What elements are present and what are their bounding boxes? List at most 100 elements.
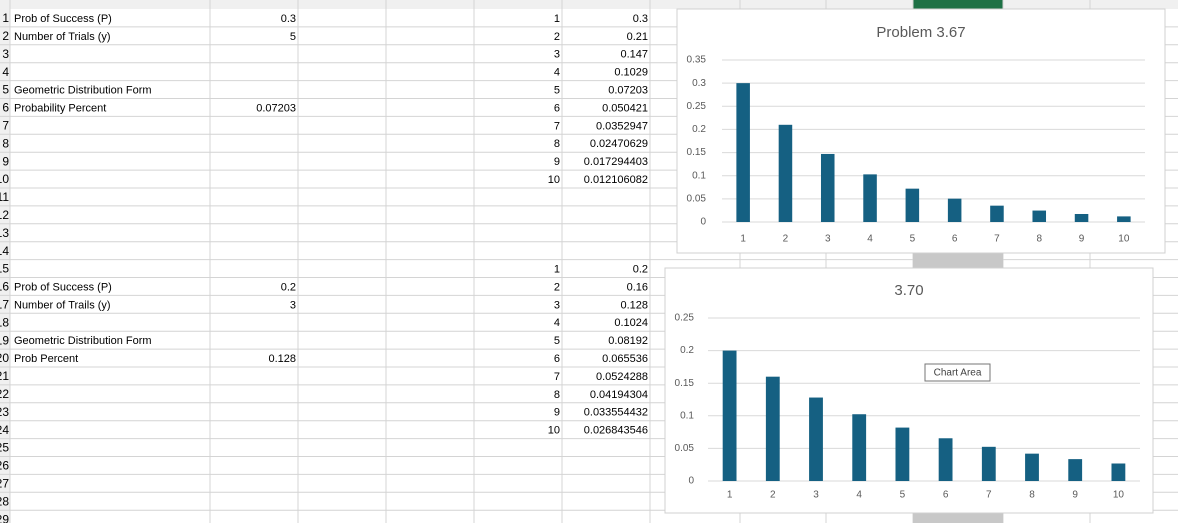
cell: Prob of Success (P) (14, 13, 112, 25)
x-tick-label: 6 (952, 234, 958, 245)
y-tick-label: 0.05 (687, 193, 707, 204)
row-number: 4 (2, 65, 9, 79)
x-tick-label: 9 (1072, 490, 1078, 501)
cells: Prob of Success (P) 0.3 1 0.3 Number of Tria… (14, 13, 648, 437)
y-tick-label: 0.1 (680, 410, 694, 421)
bar (820, 153, 835, 222)
x-tick-label: 7 (986, 490, 992, 501)
row-number: 10 (0, 172, 9, 186)
row-number: 5 (2, 83, 9, 97)
cell: 0.07203 (256, 102, 296, 114)
cell: 9 (554, 407, 560, 419)
bar (895, 427, 910, 481)
selection-handle (913, 513, 1003, 523)
cell: 10 (548, 174, 560, 186)
cell: 0.2 (281, 281, 296, 293)
cell: 0.050421 (602, 102, 648, 114)
row-number: 9 (2, 154, 9, 168)
row-number: 24 (0, 423, 9, 437)
cell: 6 (554, 102, 560, 114)
row-numbers: 1234567891011121314151617181920212223242… (0, 11, 9, 523)
row-number: 2 (2, 29, 9, 43)
chart-title: 3.70 (894, 282, 923, 299)
row-number: 19 (0, 333, 9, 347)
cell: Prob Percent (14, 353, 78, 365)
cell: 7 (554, 371, 560, 383)
bar (1025, 453, 1039, 481)
bar (938, 438, 953, 481)
cell: Geometric Distribution Form (14, 335, 152, 347)
row-number: 17 (0, 298, 9, 312)
cell: 5 (554, 335, 560, 347)
tooltip: Chart Area (924, 363, 991, 382)
y-tick-label: 0.35 (687, 55, 707, 66)
cell: Prob of Success (P) (14, 281, 112, 293)
chart: Problem 3.67 0 0.05 0.1 0.15 0.2 0.25 0.3 0.35 1 2… (676, 8, 1166, 254)
cell: 2 (554, 31, 560, 43)
row-number: 16 (0, 280, 9, 294)
cell: 0.0524288 (596, 371, 648, 383)
cell: 10 (548, 425, 560, 437)
row-number: 14 (0, 244, 9, 258)
row-number: 1 (2, 11, 9, 25)
row-header (0, 9, 10, 523)
x-tick-label: 2 (783, 234, 789, 245)
chart: 3.70 0 0.05 0.1 0.15 0.2 0.25 1 2 3 4 5 6 7 8 9 10 (664, 267, 1154, 514)
cell: Number of Trails (y) (14, 299, 111, 311)
row-number: 22 (0, 387, 9, 401)
bar (947, 198, 962, 222)
cell: 0.026843546 (584, 425, 648, 437)
cell: 0.04194304 (590, 389, 648, 401)
x-tick-label: 8 (1029, 490, 1035, 501)
tooltip-text: Chart Area (934, 368, 982, 379)
x-tick-label: 2 (770, 490, 776, 501)
cell: 0.16 (627, 281, 648, 293)
x-tick-label: 3 (825, 234, 831, 245)
x-tick-label: 3 (813, 490, 819, 501)
cell: Probability Percent (14, 102, 106, 114)
row-number: 18 (0, 315, 9, 329)
bar (905, 188, 920, 222)
x-tick-label: 10 (1113, 490, 1125, 501)
row-number: 3 (2, 47, 9, 61)
tooltip-box (924, 363, 991, 382)
cell: 0.08192 (608, 335, 648, 347)
row-number: 15 (0, 262, 9, 276)
row-number: 27 (0, 477, 9, 491)
selection-handle (913, 253, 1003, 268)
cell: 0.02470629 (590, 138, 648, 150)
row-number: 13 (0, 226, 9, 240)
bar (981, 446, 996, 481)
cell: 7 (554, 120, 560, 132)
x-tick-label: 1 (740, 234, 746, 245)
cell: 8 (554, 389, 560, 401)
cell: 0.017294403 (584, 156, 648, 168)
row-number: 25 (0, 441, 9, 455)
bar (1111, 463, 1126, 481)
row-number: 12 (0, 208, 9, 222)
cell: 0.3 (281, 13, 296, 25)
bar (852, 414, 867, 481)
cell: 4 (554, 67, 560, 79)
y-tick-label: 0.2 (680, 345, 694, 356)
y-tick-label: 0.2 (692, 124, 706, 135)
bar (1117, 216, 1131, 222)
y-tick-label: 0.05 (675, 443, 695, 454)
row-number: 11 (0, 190, 9, 204)
cell: 0.128 (620, 299, 648, 311)
cell: 3 (554, 299, 560, 311)
selected-column (913, 0, 1003, 9)
cell: 0.3 (633, 13, 648, 25)
y-tick-label: 0.1 (692, 170, 706, 181)
x-tick-label: 5 (910, 234, 916, 245)
cell: 8 (554, 138, 560, 150)
y-tick-label: 0.3 (692, 78, 706, 89)
bar (736, 83, 750, 223)
bar (722, 350, 737, 481)
cell: 5 (290, 31, 296, 43)
bar (863, 174, 877, 222)
row-number: 6 (2, 101, 9, 115)
cell: Number of Trials (y) (14, 31, 111, 43)
bar (765, 376, 780, 481)
